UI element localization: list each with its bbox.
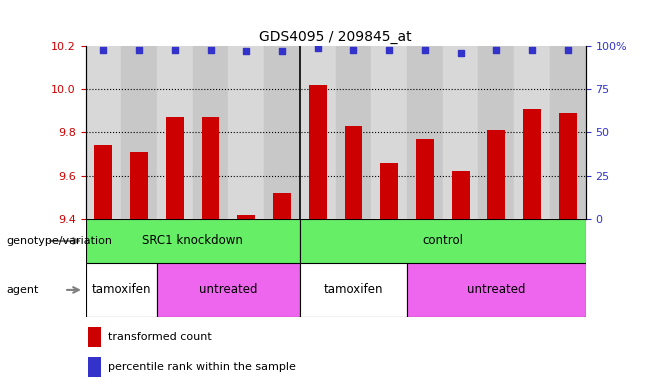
Bar (523, 109, 541, 219)
Text: control: control (422, 235, 463, 247)
Bar (478, 46, 514, 219)
Bar (300, 46, 336, 219)
Bar (273, 193, 291, 219)
Bar (238, 215, 255, 219)
Bar (86, 263, 157, 317)
Point (241, 48, 251, 55)
Bar (166, 118, 184, 219)
Bar (443, 46, 478, 219)
Point (563, 46, 573, 53)
Bar (559, 113, 576, 219)
Bar (130, 152, 148, 219)
Point (313, 45, 323, 51)
Bar (228, 46, 264, 219)
Text: percentile rank within the sample: percentile rank within the sample (108, 362, 296, 372)
Text: tamoxifen: tamoxifen (91, 283, 151, 296)
Point (384, 46, 394, 53)
Bar (309, 85, 326, 219)
Bar (300, 263, 407, 317)
Bar (407, 263, 586, 317)
Bar (95, 146, 113, 219)
Bar (336, 46, 371, 219)
Bar (157, 263, 300, 317)
Text: SRC1 knockdown: SRC1 knockdown (142, 235, 243, 247)
Bar (407, 46, 443, 219)
Bar (86, 46, 121, 219)
Point (98, 46, 109, 53)
Text: genotype/variation: genotype/variation (7, 236, 113, 246)
Bar (371, 46, 407, 219)
Point (491, 46, 501, 53)
Text: untreated: untreated (467, 283, 526, 296)
Text: agent: agent (7, 285, 39, 295)
Point (205, 46, 216, 53)
Point (348, 46, 359, 53)
Point (170, 46, 180, 53)
Bar (193, 46, 228, 219)
Bar (88, 327, 101, 347)
Bar (86, 219, 300, 263)
Text: untreated: untreated (199, 283, 258, 296)
Bar (201, 118, 220, 219)
Bar (416, 139, 434, 219)
Bar (380, 163, 398, 219)
Point (420, 46, 430, 53)
Bar (300, 219, 586, 263)
Bar (264, 46, 300, 219)
Bar (451, 171, 470, 219)
Bar (121, 46, 157, 219)
Bar (88, 357, 101, 377)
Point (134, 46, 144, 53)
Text: tamoxifen: tamoxifen (324, 283, 383, 296)
Bar (550, 46, 586, 219)
Point (527, 46, 538, 53)
Bar (345, 126, 363, 219)
Point (455, 50, 466, 56)
Bar (514, 46, 550, 219)
Point (277, 48, 288, 55)
Text: transformed count: transformed count (108, 332, 212, 342)
Bar (488, 130, 505, 219)
Bar (157, 46, 193, 219)
Title: GDS4095 / 209845_at: GDS4095 / 209845_at (259, 30, 412, 44)
